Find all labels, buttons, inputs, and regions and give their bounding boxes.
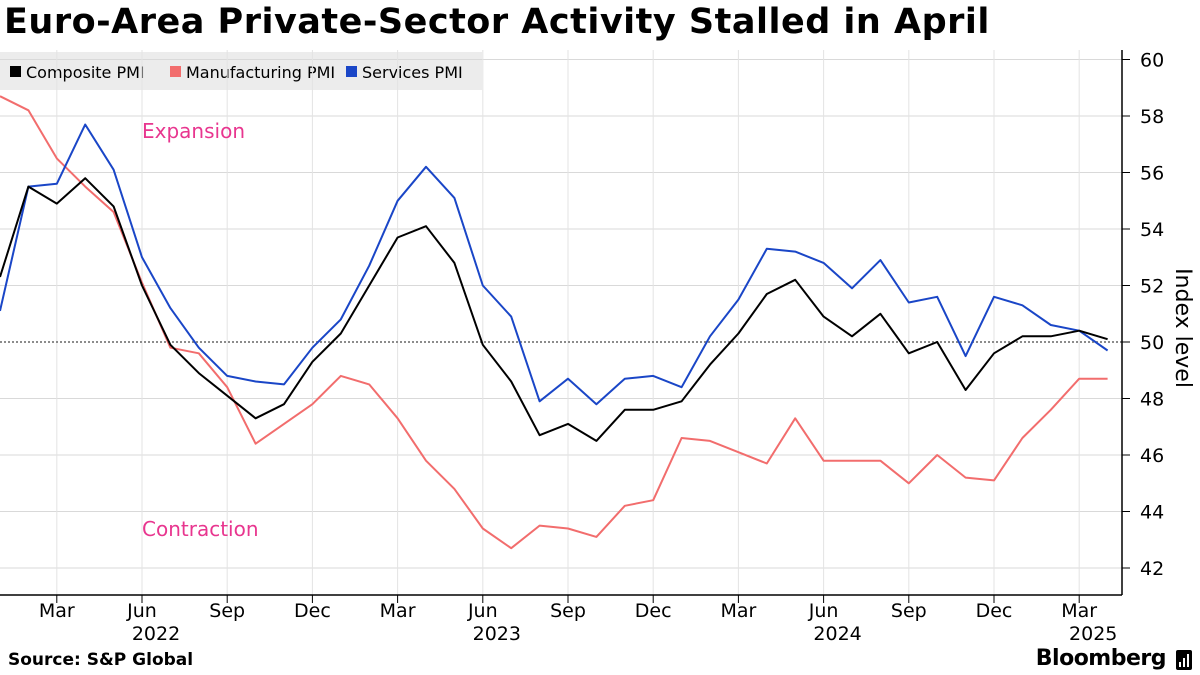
chart-title: Euro-Area Private-Sector Activity Stalle…	[4, 2, 990, 42]
x-tick-label: Mar	[720, 600, 756, 622]
y-tick-label: 50	[1140, 332, 1164, 354]
y-tick-label: 48	[1140, 389, 1164, 411]
x-year-label: 2022	[132, 623, 180, 645]
brand-logo: Bloomberg	[1035, 646, 1167, 671]
x-tick-label: Jun	[126, 600, 157, 622]
legend-label: Manufacturing PMI	[186, 63, 335, 82]
x-year-label: 2025	[1069, 623, 1117, 645]
grid-lines	[0, 50, 1122, 595]
x-tick-label: Sep	[891, 600, 927, 622]
y-axis-title: Index level	[1170, 268, 1195, 388]
x-year-label: 2023	[473, 623, 521, 645]
axes: 42 44 46 48 50 52 54 56 58 60 Mar Jun Sep Dec Mar Jun Se…	[0, 50, 1164, 645]
x-tick-label: Sep	[209, 600, 245, 622]
legend: Composite PMI Manufacturing PMI Services P…	[10, 63, 463, 82]
series-line-services-pmi	[0, 123, 1109, 406]
y-tick-label: 54	[1140, 219, 1164, 241]
y-tick-label: 58	[1140, 106, 1164, 128]
legend-background	[0, 52, 482, 90]
y-tick-label: 52	[1140, 276, 1164, 298]
x-tick-label: Mar	[1061, 600, 1097, 622]
legend-swatch	[170, 66, 181, 77]
y-tick-label: 60	[1140, 50, 1164, 72]
legend-label: Composite PMI	[26, 63, 145, 82]
x-tick-label: Dec	[976, 600, 1013, 622]
expansion-annotation: Expansion	[142, 119, 245, 143]
x-year-label: 2024	[813, 623, 861, 645]
source-note: Source: S&P Global	[8, 650, 194, 670]
x-tick-label: Jun	[808, 600, 839, 622]
series-line-composite-pmi	[0, 177, 1108, 442]
series-line-manufacturing-pmi	[0, 95, 1108, 550]
x-tick-label: Dec	[294, 600, 331, 622]
y-tick-label: 44	[1140, 502, 1164, 524]
x-tick-label: Sep	[550, 600, 586, 622]
y-tick-label: 42	[1140, 558, 1164, 580]
y-tick-label: 56	[1140, 163, 1164, 185]
series-lines	[0, 95, 1109, 550]
x-tick-label: Mar	[380, 600, 416, 622]
y-tick-label: 46	[1140, 445, 1164, 467]
legend-swatch	[346, 66, 357, 77]
legend-label: Services PMI	[362, 63, 463, 82]
x-tick-label: Jun	[467, 600, 498, 622]
contraction-annotation: Contraction	[142, 517, 259, 541]
x-tick-label: Dec	[635, 600, 672, 622]
legend-swatch	[10, 66, 21, 77]
x-tick-label: Mar	[39, 600, 75, 622]
bar-chart-icon	[1176, 650, 1192, 670]
